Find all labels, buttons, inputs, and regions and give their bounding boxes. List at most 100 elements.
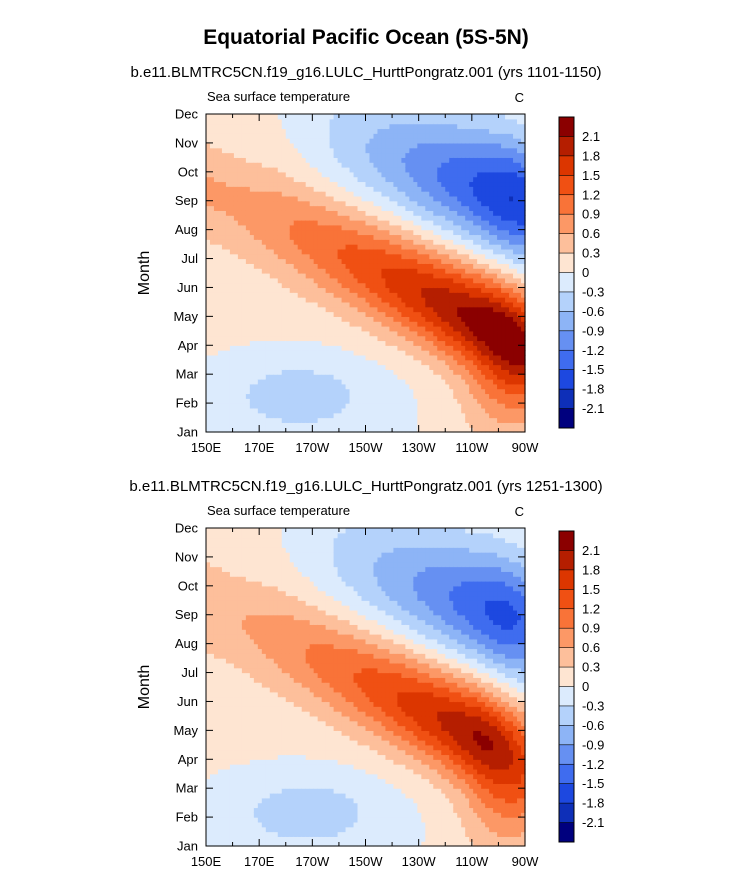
contour-cell bbox=[501, 282, 506, 289]
contour-cell bbox=[401, 292, 406, 298]
contour-cell bbox=[241, 398, 247, 404]
contour-cell bbox=[313, 340, 319, 346]
contour-cell bbox=[405, 128, 410, 134]
contour-cell bbox=[269, 239, 275, 245]
contour-cell bbox=[269, 345, 275, 351]
contour-cell bbox=[497, 369, 502, 375]
contour-cell bbox=[369, 359, 375, 366]
contour-cell bbox=[265, 403, 271, 409]
contour-cell bbox=[237, 407, 243, 414]
contour-cell bbox=[333, 369, 339, 375]
contour-cell bbox=[473, 186, 478, 192]
contour-cell bbox=[413, 393, 418, 399]
contour-cell bbox=[333, 306, 339, 313]
contour-cell bbox=[469, 306, 474, 313]
contour-cell bbox=[449, 407, 454, 414]
figure-title: Equatorial Pacific Ocean (5S-5N) bbox=[203, 26, 529, 49]
contour-cell bbox=[309, 306, 315, 313]
contour-cell bbox=[337, 379, 343, 385]
contour-cell bbox=[405, 292, 410, 298]
contour-cell bbox=[357, 229, 363, 236]
contour-cell bbox=[409, 412, 414, 419]
contour-cell bbox=[305, 220, 311, 226]
contour-cell bbox=[333, 128, 339, 134]
contour-cell bbox=[309, 133, 315, 139]
contour-cell bbox=[425, 364, 430, 370]
contour-cell bbox=[433, 244, 438, 250]
contour-cell bbox=[285, 244, 291, 250]
contour-cell bbox=[285, 350, 291, 356]
contour-cell bbox=[301, 244, 307, 250]
contour-cell bbox=[209, 142, 215, 149]
contour-cell bbox=[473, 277, 478, 284]
contour-cell bbox=[397, 393, 402, 399]
contour-cell bbox=[329, 224, 335, 231]
contour-cell bbox=[421, 234, 426, 240]
contour-cell bbox=[477, 200, 482, 207]
contour-cell bbox=[393, 374, 398, 380]
contour-cell bbox=[285, 369, 291, 375]
contour-cell bbox=[381, 263, 387, 269]
contour-cell bbox=[345, 205, 351, 211]
contour-cell bbox=[449, 350, 454, 356]
contour-cell bbox=[409, 138, 414, 144]
contour-cell bbox=[213, 263, 219, 269]
contour-cell bbox=[277, 186, 283, 192]
contour-cell bbox=[369, 407, 375, 414]
contour-cell bbox=[477, 345, 482, 351]
contour-cell bbox=[241, 224, 247, 231]
contour-cell bbox=[257, 181, 263, 187]
contour-cell bbox=[433, 287, 438, 293]
contour-cell bbox=[393, 292, 398, 298]
contour-cell bbox=[257, 422, 263, 428]
contour-cell bbox=[493, 157, 498, 163]
contour-cell bbox=[217, 417, 223, 423]
contour-cell bbox=[293, 311, 299, 317]
contour-cell bbox=[313, 162, 319, 168]
contour-cell bbox=[405, 407, 410, 414]
contour-cell bbox=[229, 133, 235, 139]
contour-cell bbox=[341, 287, 347, 293]
contour-cell bbox=[421, 205, 426, 211]
contour-cell bbox=[365, 306, 371, 313]
contour-cell bbox=[389, 407, 395, 414]
contour-cell bbox=[285, 422, 291, 428]
contour-cell bbox=[497, 277, 502, 284]
contour-cell bbox=[369, 200, 375, 207]
contour-cell bbox=[405, 321, 410, 327]
contour-cell bbox=[321, 354, 327, 361]
contour-cell bbox=[225, 171, 231, 178]
contour-cell bbox=[397, 181, 402, 187]
contour-cell bbox=[433, 229, 438, 236]
contour-cell bbox=[349, 167, 355, 173]
contour-cell bbox=[285, 123, 291, 130]
contour-cell bbox=[313, 167, 319, 173]
contour-cell bbox=[213, 200, 219, 207]
contour-cell bbox=[385, 326, 391, 332]
contour-cell bbox=[385, 253, 391, 260]
contour-cell bbox=[381, 229, 387, 236]
contour-cell bbox=[269, 215, 275, 221]
contour-cell bbox=[309, 244, 315, 250]
contour-cell bbox=[317, 359, 323, 366]
contour-cell bbox=[293, 398, 299, 404]
contour-cell bbox=[505, 268, 510, 274]
contour-cell bbox=[265, 345, 271, 351]
contour-cell bbox=[313, 292, 319, 298]
contour-cell bbox=[273, 374, 279, 380]
contour-cell bbox=[209, 176, 215, 183]
contour-cell bbox=[437, 200, 442, 207]
contour-cell bbox=[293, 152, 299, 158]
contour-cell bbox=[377, 287, 383, 293]
contour-cell bbox=[341, 176, 347, 183]
contour-cell bbox=[429, 330, 434, 337]
contour-cell bbox=[357, 326, 363, 332]
contour-cell bbox=[313, 345, 319, 351]
contour-cell bbox=[277, 268, 283, 274]
contour-cell bbox=[437, 417, 442, 423]
contour-cell bbox=[365, 403, 371, 409]
contour-cell bbox=[413, 383, 418, 390]
contour-cell bbox=[221, 345, 227, 351]
contour-cell bbox=[293, 350, 299, 356]
contour-cell bbox=[497, 167, 502, 173]
